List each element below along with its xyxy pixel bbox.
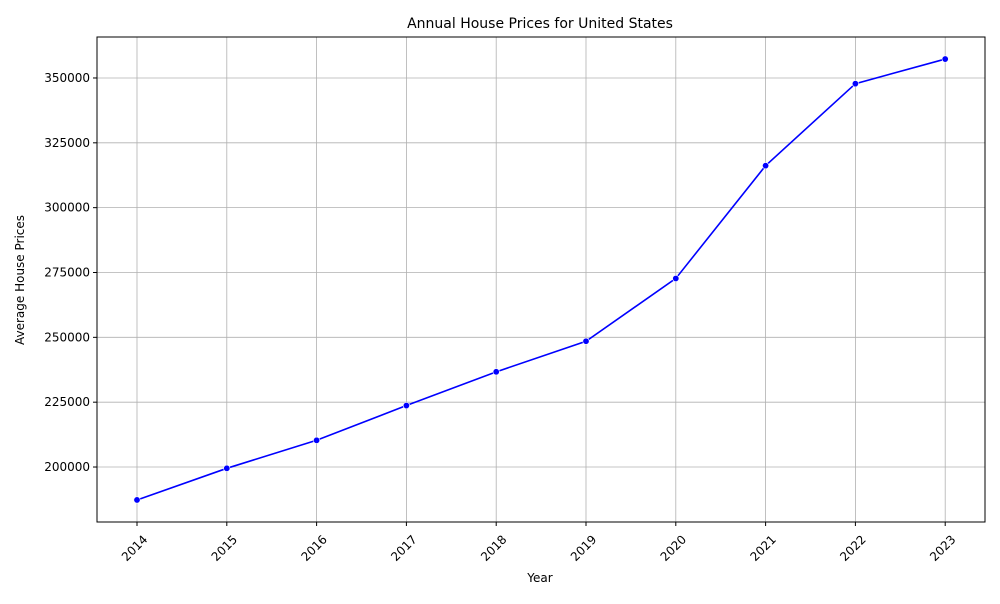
y-axis-ticks: 200000 225000 250000 275000 300000 325000 3500… [44, 71, 97, 474]
y-tick-label: 200000 [44, 460, 90, 474]
y-axis-label: Average House Prices [13, 215, 27, 345]
x-axis-label: Year [526, 571, 552, 585]
x-tick-label: 2016 [298, 532, 329, 563]
y-tick-label: 300000 [44, 201, 90, 215]
y-tick-label: 275000 [44, 265, 90, 279]
x-tick-label: 2020 [658, 532, 689, 563]
series-layer [133, 55, 949, 504]
plot-frame [96, 36, 986, 523]
x-tick-label: 2021 [747, 532, 778, 563]
data-point [941, 55, 949, 63]
data-point [851, 80, 859, 88]
x-tick-label: 2022 [837, 532, 868, 563]
data-point [492, 368, 500, 376]
data-point [672, 274, 680, 282]
y-tick-label: 325000 [44, 136, 90, 150]
data-point [223, 464, 231, 472]
data-point [762, 162, 770, 170]
data-point [313, 436, 321, 444]
y-tick-label: 350000 [44, 71, 90, 85]
x-axis-ticks: 2014 2015 2016 2017 2018 2019 2020 2021 2022 2023 [119, 522, 959, 564]
data-point [402, 402, 410, 410]
data-point [582, 337, 590, 345]
x-tick-label: 2015 [209, 532, 240, 563]
y-tick-label: 250000 [44, 330, 90, 344]
y-tick-label: 225000 [44, 395, 90, 409]
x-tick-label: 2019 [568, 532, 599, 563]
chart-title: Annual House Prices for United States [407, 16, 673, 32]
x-tick-label: 2017 [388, 532, 419, 563]
grid-layer [97, 37, 985, 522]
x-tick-label: 2018 [478, 532, 509, 563]
data-point [133, 496, 141, 504]
x-tick-label: 2023 [927, 532, 958, 563]
series-line [136, 58, 946, 501]
x-tick-label: 2014 [119, 532, 150, 563]
